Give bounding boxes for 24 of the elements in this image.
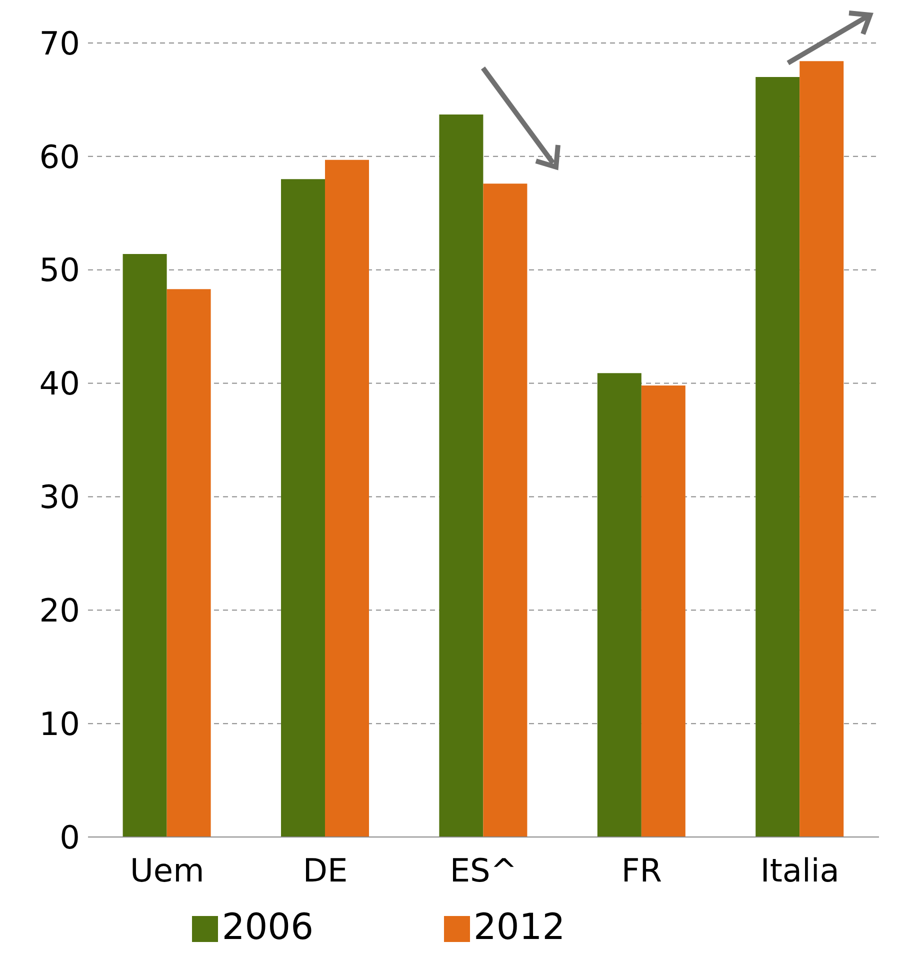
- bar: [122, 254, 167, 837]
- bar: [641, 386, 686, 837]
- legend-label: 2006: [222, 907, 314, 948]
- y-tick-label: 30: [39, 478, 80, 516]
- bar: [281, 179, 326, 837]
- bar: [597, 373, 642, 837]
- x-tick-label: Uem: [130, 852, 204, 890]
- y-tick-label: 20: [39, 592, 80, 630]
- y-tick-label: 70: [39, 24, 80, 62]
- x-tick-label: DE: [302, 852, 348, 890]
- bar: [439, 114, 484, 837]
- y-tick-label: 10: [39, 704, 80, 743]
- x-tick-label: FR: [621, 852, 662, 890]
- x-tick-label: ES^: [450, 852, 518, 890]
- y-tick-label: 40: [39, 364, 80, 403]
- y-tick-label: 60: [39, 138, 80, 176]
- y-tick-label: 50: [39, 251, 80, 290]
- y-tick-label: 0: [60, 818, 80, 856]
- bar: [166, 289, 211, 837]
- x-tick-label: Italia: [760, 852, 840, 890]
- bar: [756, 77, 800, 837]
- bar: [325, 160, 370, 837]
- legend-label: 2012: [474, 907, 566, 948]
- bar: [483, 184, 528, 837]
